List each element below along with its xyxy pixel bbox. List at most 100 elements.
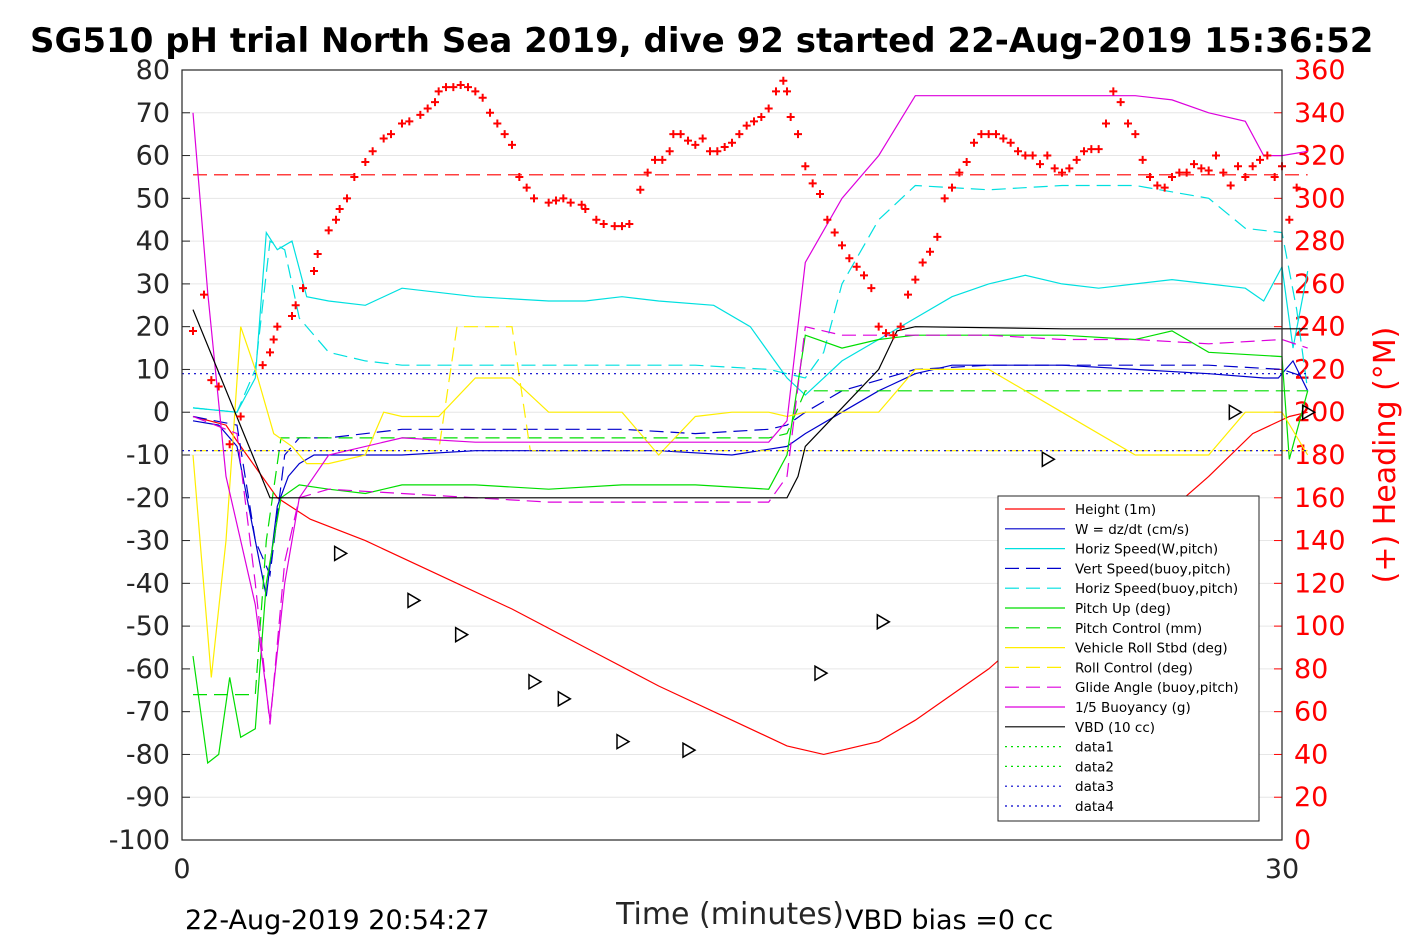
right-tick-label: 340 — [1294, 98, 1346, 129]
heading-point — [478, 93, 487, 102]
heading-point — [592, 215, 601, 224]
heading-point — [332, 215, 340, 224]
heading-point — [882, 329, 890, 338]
heading-point — [1072, 155, 1081, 164]
heading-point — [324, 226, 333, 235]
left-tick-label: 10 — [136, 354, 170, 385]
heading-point — [310, 267, 318, 276]
heading-point — [684, 136, 692, 145]
triangle-marker — [528, 673, 543, 691]
heading-point — [1124, 119, 1132, 128]
heading-point — [387, 130, 395, 139]
heading-point — [1160, 183, 1169, 192]
heading-point — [970, 138, 978, 147]
triangle-marker — [333, 545, 349, 562]
heading-point — [808, 179, 817, 188]
right-tick-label: 0 — [1294, 825, 1311, 856]
triangle-marker — [814, 664, 829, 682]
left-tick-label: 30 — [136, 269, 170, 300]
heading-point — [500, 130, 509, 139]
heading-point — [350, 172, 359, 181]
left-tick-label: -20 — [126, 483, 170, 514]
legend: Height (1m) W = dz/dt (cm/s) Horiz Speed(W… — [997, 495, 1260, 822]
left-tick-label: -90 — [126, 782, 170, 813]
right-tick-label: 300 — [1294, 183, 1346, 214]
footer-timestamp: 22-Aug-2019 20:54:27 — [185, 905, 490, 936]
right-tick-label: 40 — [1294, 739, 1328, 770]
heading-point — [343, 194, 351, 203]
heading-point — [207, 376, 216, 385]
series-line-1 — [192, 359, 1309, 597]
heading-point — [1197, 164, 1206, 173]
heading-point — [368, 147, 377, 156]
left-tick-label: 20 — [136, 312, 170, 343]
heading-point — [1263, 151, 1272, 160]
x-tick-label: 30 — [1265, 854, 1299, 885]
heading-point — [416, 110, 425, 119]
heading-point — [1006, 138, 1015, 147]
right-tick-label: 60 — [1294, 697, 1328, 728]
heading-point — [1036, 160, 1044, 169]
heading-point — [911, 275, 920, 284]
legend-label: Vehicle Roll Stbd (deg) — [1075, 641, 1228, 657]
series-line-7 — [192, 326, 1309, 678]
legend-label: Glide Angle (buoy,pitch) — [1075, 680, 1239, 696]
left-tick-label: 50 — [136, 183, 170, 214]
heading-point — [1234, 162, 1242, 171]
heading-point — [1204, 166, 1213, 175]
heading-point — [1028, 151, 1037, 160]
left-tick-label: 70 — [136, 98, 170, 129]
heading-point — [625, 220, 634, 228]
heading-point — [449, 83, 458, 92]
heading-point — [984, 130, 993, 139]
triangle-marker — [1041, 450, 1056, 468]
triangle-marker — [454, 626, 470, 643]
heading-point — [918, 258, 927, 267]
heading-point — [735, 130, 744, 139]
heading-point — [464, 83, 472, 92]
heading-point — [977, 130, 986, 139]
triangle-marker — [1301, 403, 1317, 421]
legend-label: Pitch Control (mm) — [1075, 621, 1202, 637]
heading-point — [486, 108, 494, 117]
heading-point — [706, 147, 714, 156]
legend-label: data1 — [1075, 740, 1114, 756]
heading-point — [889, 331, 898, 340]
heading-point — [398, 119, 406, 128]
heading-point — [764, 104, 773, 113]
left-tick-label: -30 — [126, 526, 170, 557]
heading-point — [786, 113, 795, 122]
heading-point — [405, 117, 414, 126]
heading-point — [1102, 119, 1110, 128]
heading-point — [1292, 183, 1301, 192]
heading-point — [1109, 87, 1118, 96]
series-line-8 — [193, 326, 1308, 452]
right-tick-label: 240 — [1294, 312, 1346, 343]
legend-label: Height (1m) — [1075, 502, 1156, 518]
right-tick-label: 20 — [1294, 782, 1328, 813]
right-tick-label: 220 — [1294, 354, 1346, 385]
heading-point — [379, 134, 388, 143]
heading-point — [552, 196, 560, 205]
heading-point — [643, 168, 652, 177]
heading-point — [750, 117, 758, 126]
heading-point — [948, 183, 956, 192]
series-line-3 — [192, 364, 1308, 578]
heading-point — [830, 228, 839, 237]
heading-point — [636, 185, 645, 194]
heading-point — [999, 134, 1008, 143]
heading-point — [1146, 172, 1154, 181]
heading-point — [860, 271, 868, 280]
heading-point — [1021, 151, 1030, 160]
heading-point — [1168, 172, 1176, 181]
heading-point — [269, 335, 278, 344]
heading-point — [214, 382, 223, 391]
heading-point — [658, 155, 667, 164]
heading-point — [1153, 181, 1162, 190]
heading-point — [273, 322, 282, 331]
heading-point — [1058, 168, 1066, 177]
heading-point — [713, 147, 722, 156]
series-line-2 — [192, 230, 1309, 413]
heading-point — [515, 172, 524, 181]
heading-point — [456, 80, 465, 89]
